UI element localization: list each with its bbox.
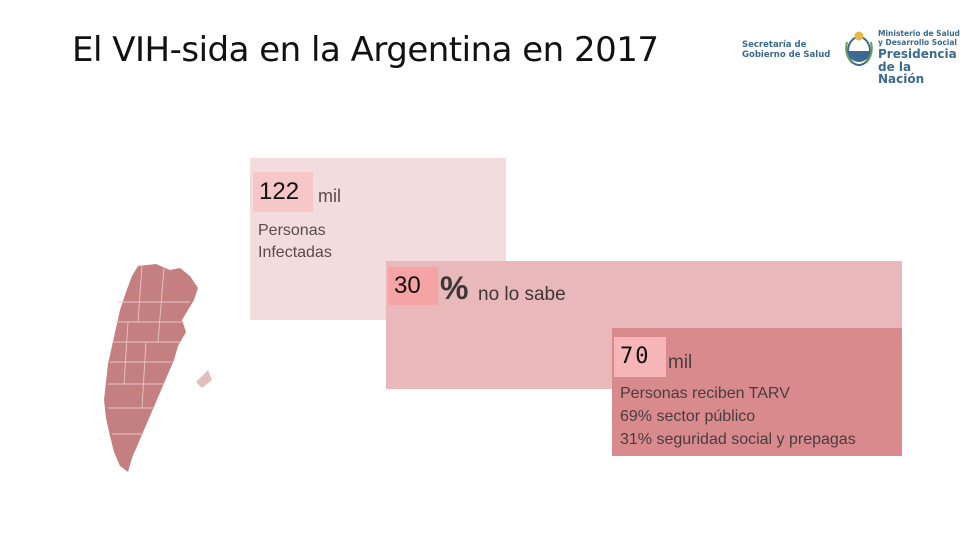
presidencia-line-1: Presidencia xyxy=(878,47,957,61)
tarv-desc-line-2: 69% sector público xyxy=(620,408,756,425)
infected-description: Personas Infectadas xyxy=(258,220,332,264)
ministerio-presidencia-logo: Ministerio de Salud y Desarrollo Social … xyxy=(878,29,960,86)
unaware-unit: % xyxy=(440,270,469,306)
ministerio-line-1: Ministerio de Salud xyxy=(878,29,960,38)
ministerio-line-2: y Desarrollo Social xyxy=(878,37,957,47)
tarv-desc-line-3: 31% seguridad social y prepagas xyxy=(620,431,856,448)
tarv-unit: mil xyxy=(668,352,693,373)
tarv-description: Personas reciben TARV 69% sector público… xyxy=(620,382,856,451)
unaware-description: no lo sabe xyxy=(478,284,566,305)
secretaria-line-2: Gobierno de Salud xyxy=(742,50,831,60)
presidencia-line-2: de la Nación xyxy=(878,60,925,86)
infected-unit: mil xyxy=(318,186,341,206)
page-title: El VIH-sida en la Argentina en 2017 xyxy=(72,30,659,70)
infected-value: 122 xyxy=(253,172,313,212)
tarv-value: 70 xyxy=(614,337,666,377)
national-coat-of-arms-icon xyxy=(845,31,873,66)
infected-desc-line-1: Personas xyxy=(258,222,326,239)
tarv-desc-line-1: Personas reciben TARV xyxy=(620,385,790,402)
secretaria-salud-logo: Secretaría de Gobierno de Salud xyxy=(742,40,830,60)
infected-desc-line-2: Infectadas xyxy=(258,244,332,261)
secretaria-line-1: Secretaría de xyxy=(742,40,807,50)
argentina-map xyxy=(104,264,212,472)
unaware-value: 30 xyxy=(388,267,438,305)
